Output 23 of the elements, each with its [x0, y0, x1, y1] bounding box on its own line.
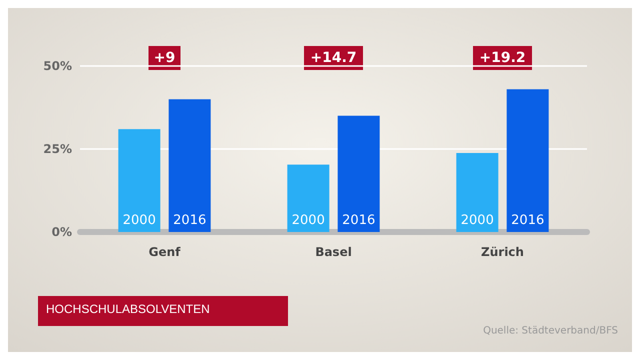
y-tick-label: 50% — [43, 59, 72, 73]
x-tick-label: Zürich — [481, 245, 524, 259]
annotation: +14.7 — [310, 50, 357, 66]
source-note: Quelle: Städteverband/BFS — [483, 326, 618, 336]
text: 2000 — [460, 213, 494, 228]
bar — [118, 129, 160, 232]
bar — [506, 89, 549, 232]
annotation: +9 — [154, 50, 176, 66]
text: HOCHSCHULABSOLVENTEN — [46, 302, 210, 316]
series-label: 2000 — [122, 213, 156, 228]
y-tick-label: 25% — [43, 142, 72, 156]
y-tick-label: 0% — [52, 225, 72, 239]
series-label: 2016 — [173, 213, 206, 228]
x-tick-label: Basel — [315, 245, 352, 259]
bar — [456, 152, 498, 232]
bar — [287, 164, 330, 232]
annotation: +19.2 — [479, 50, 526, 66]
x-tick-label: Genf — [148, 245, 182, 259]
text: 2016 — [511, 213, 544, 228]
text: 2000 — [292, 213, 325, 228]
bar — [168, 99, 211, 232]
text: 2016 — [342, 213, 376, 228]
bar — [338, 116, 380, 232]
